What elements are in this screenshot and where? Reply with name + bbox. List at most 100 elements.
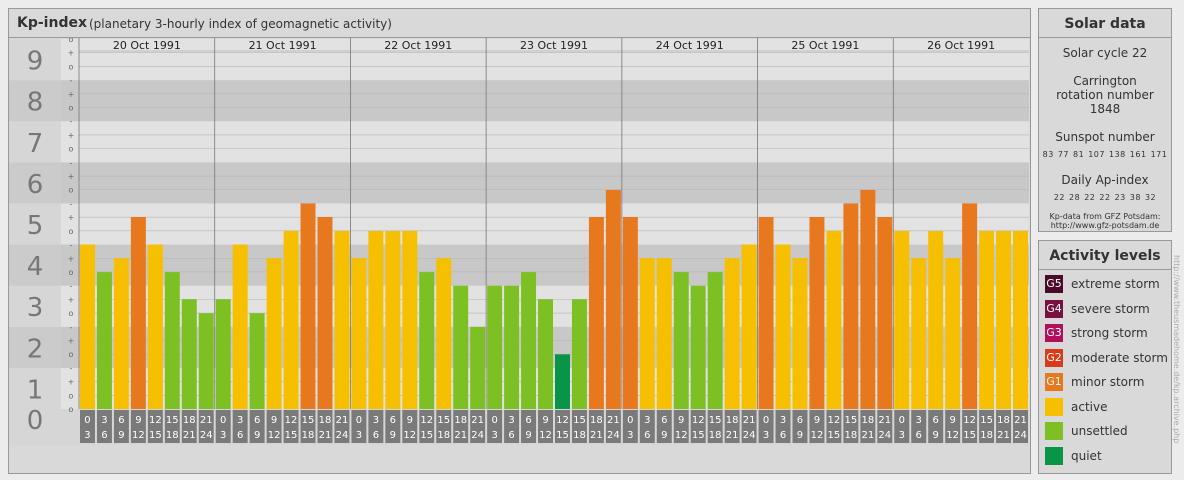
- minor-mark: -: [70, 158, 73, 167]
- interval-box: [639, 410, 655, 443]
- interval-end: 18: [980, 430, 993, 441]
- interval-start: 18: [726, 415, 739, 426]
- interval-end: 15: [828, 430, 841, 441]
- level-label: severe storm: [1071, 301, 1150, 316]
- interval-end: 24: [878, 430, 891, 441]
- interval-end: 15: [149, 430, 162, 441]
- kp-bar: [266, 258, 282, 409]
- interval-end: 24: [336, 430, 349, 441]
- interval-start: 12: [420, 415, 433, 426]
- kp-bar: [911, 258, 927, 409]
- kp-bar: [639, 258, 655, 409]
- minor-mark: -: [70, 282, 73, 291]
- interval-box: [690, 410, 706, 443]
- day-label: 24 Oct 1991: [656, 39, 724, 52]
- interval-box: [419, 410, 435, 443]
- ap-index-value: 32: [1144, 193, 1157, 202]
- activity-level-quiet: quiet: [1045, 446, 1169, 467]
- interval-start: 9: [949, 415, 955, 426]
- interval-box: [894, 410, 910, 443]
- kp-bar: [707, 272, 723, 409]
- interval-start: 9: [542, 415, 548, 426]
- level-label: quiet: [1071, 448, 1102, 463]
- interval-box: [80, 410, 95, 443]
- interval-start: 6: [661, 415, 667, 426]
- solar-data-panel: Solar data Solar cycle 22 Carrington rot…: [1038, 8, 1172, 232]
- interval-end: 21: [997, 430, 1010, 441]
- interval-end: 21: [183, 430, 196, 441]
- kp-bar: [826, 230, 842, 409]
- interval-box: [775, 410, 791, 443]
- interval-box: [385, 410, 401, 443]
- kp-bar: [317, 217, 333, 409]
- kp-bar: [673, 272, 689, 409]
- interval-box: [317, 410, 333, 443]
- interval-box: [843, 410, 859, 443]
- interval-start: 0: [627, 415, 633, 426]
- interval-start: 18: [454, 415, 467, 426]
- kp-bar: [521, 272, 537, 409]
- level-swatch: [1045, 446, 1063, 465]
- minor-mark: +: [68, 295, 75, 304]
- sunspot-label: Sunspot number: [1055, 130, 1155, 144]
- interval-start: 9: [814, 415, 820, 426]
- interval-end: 9: [797, 430, 803, 441]
- activity-levels-panel: Activity levels G5 extreme storm G4 severe …: [1038, 240, 1172, 474]
- kp-band: [61, 80, 1029, 122]
- sunspot-value: 77: [1057, 150, 1070, 159]
- minor-mark: +: [68, 90, 75, 99]
- sunspot-value: 138: [1109, 150, 1126, 159]
- kp-bar: [402, 230, 418, 409]
- interval-end: 24: [471, 430, 484, 441]
- activity-levels-title: Activity levels: [1039, 241, 1171, 270]
- minor-mark: -: [70, 323, 73, 332]
- interval-start: 12: [828, 415, 841, 426]
- interval-end: 9: [933, 430, 939, 441]
- interval-start: 12: [285, 415, 298, 426]
- ap-index-value: 38: [1129, 193, 1141, 202]
- kp-bar: [96, 272, 112, 409]
- activity-level-strong-storm: G3 strong storm: [1045, 324, 1169, 344]
- minor-mark: o: [69, 350, 74, 359]
- interval-start: 21: [336, 415, 349, 426]
- interval-box: [622, 410, 638, 443]
- kp-bar: [80, 244, 95, 409]
- interval-start: 12: [963, 415, 976, 426]
- interval-start: 21: [607, 415, 620, 426]
- minor-mark: o: [69, 35, 74, 44]
- kp-bar: [453, 285, 469, 409]
- interval-start: 6: [254, 415, 260, 426]
- interval-start: 3: [508, 415, 514, 426]
- kp-bar: [538, 299, 553, 409]
- interval-box: [962, 410, 978, 443]
- minor-mark: +: [68, 254, 75, 263]
- y-tick-label: 4: [27, 252, 44, 282]
- interval-box: [673, 410, 689, 443]
- sunspot-value: 83: [1042, 150, 1054, 159]
- interval-end: 15: [420, 430, 433, 441]
- interval-box: [300, 410, 316, 443]
- minor-mark: -: [70, 364, 73, 373]
- interval-end: 9: [254, 430, 260, 441]
- chart-header: Kp-index (planetary 3-hourly index of ge…: [9, 9, 1030, 38]
- interval-box: [741, 410, 757, 443]
- interval-end: 9: [525, 430, 531, 441]
- minor-mark: -: [70, 117, 73, 126]
- interval-box: [147, 410, 163, 443]
- chart-subtitle: (planetary 3-hourly index of geomagnetic…: [89, 17, 392, 31]
- interval-end: 9: [661, 430, 667, 441]
- interval-end: 6: [644, 430, 650, 441]
- y-tick-label: 1: [27, 375, 44, 405]
- interval-box: [605, 410, 621, 443]
- minor-mark: o: [69, 145, 74, 154]
- interval-end: 12: [132, 430, 145, 441]
- minor-mark: o: [69, 405, 74, 414]
- day-label: 23 Oct 1991: [520, 39, 588, 52]
- y-tick-label: 0: [27, 406, 44, 436]
- interval-box: [249, 410, 265, 443]
- kp-bar: [147, 244, 163, 409]
- day-label: 25 Oct 1991: [791, 39, 859, 52]
- y-tick-label: 3: [27, 293, 44, 323]
- interval-end: 3: [899, 430, 905, 441]
- sunspot-value: 81: [1073, 150, 1085, 159]
